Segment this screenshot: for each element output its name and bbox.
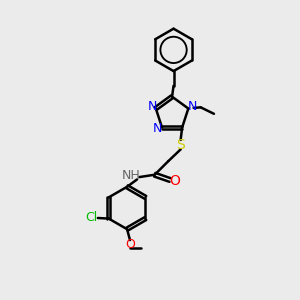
Text: N: N <box>147 100 157 113</box>
Text: O: O <box>169 174 181 188</box>
Text: N: N <box>152 122 162 135</box>
Text: S: S <box>176 138 185 152</box>
Text: N: N <box>188 100 197 113</box>
Text: O: O <box>125 238 135 251</box>
Text: Cl: Cl <box>85 211 97 224</box>
Text: NH: NH <box>122 169 141 182</box>
